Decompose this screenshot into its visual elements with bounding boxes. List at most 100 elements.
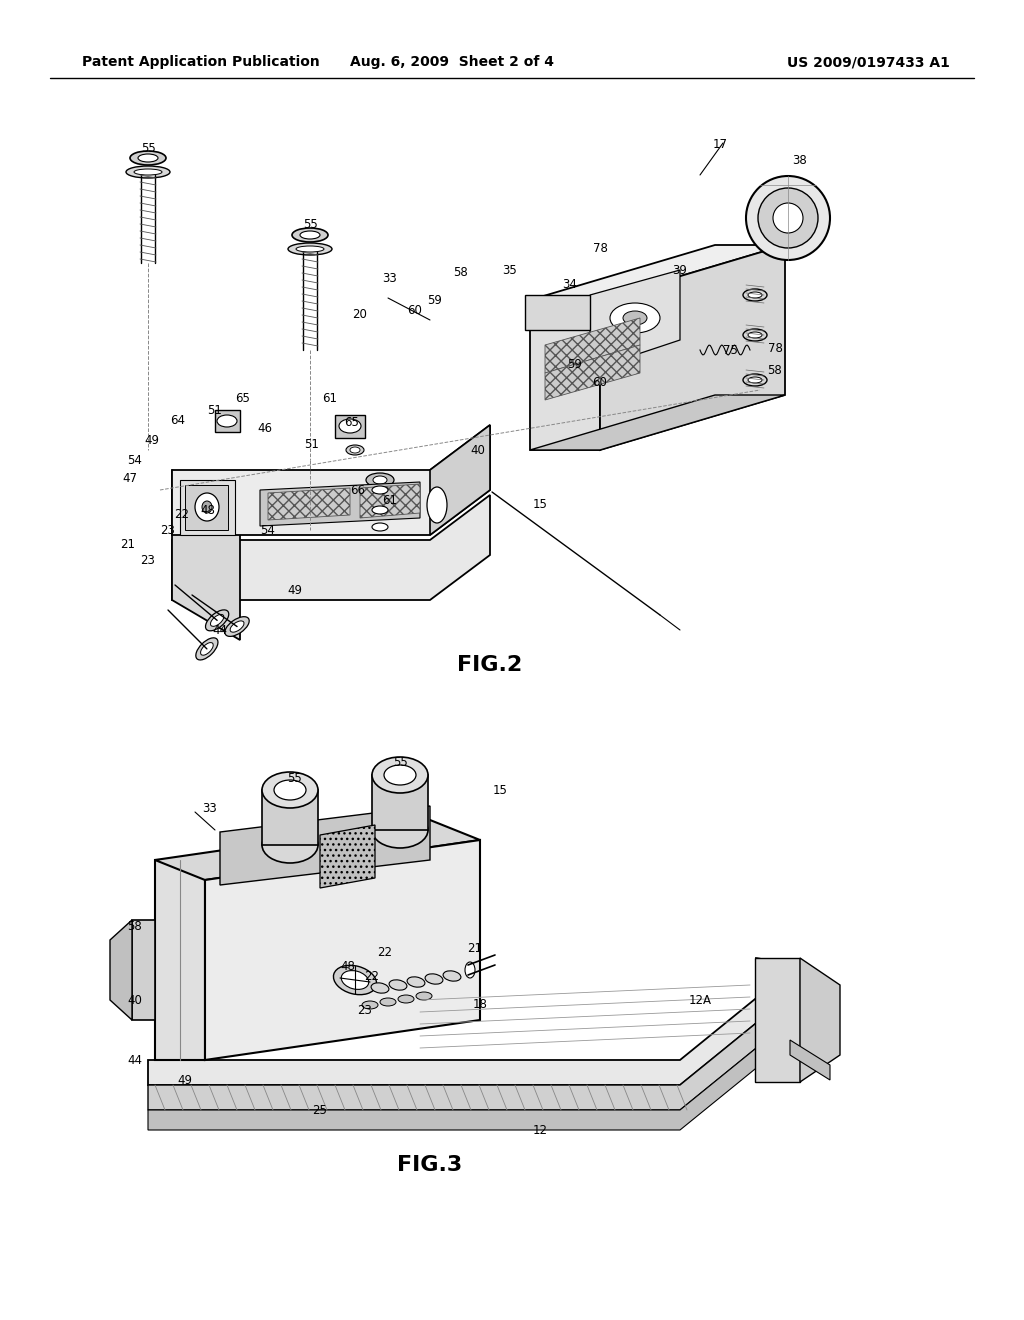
Polygon shape bbox=[530, 246, 785, 300]
Text: 54: 54 bbox=[128, 454, 142, 466]
Ellipse shape bbox=[743, 329, 767, 341]
Ellipse shape bbox=[398, 995, 414, 1003]
Text: 22: 22 bbox=[378, 945, 392, 958]
Text: 23: 23 bbox=[161, 524, 175, 536]
Ellipse shape bbox=[610, 304, 660, 333]
Text: 40: 40 bbox=[128, 994, 142, 1006]
Text: US 2009/0197433 A1: US 2009/0197433 A1 bbox=[787, 55, 950, 69]
Ellipse shape bbox=[262, 828, 318, 863]
Text: 18: 18 bbox=[472, 998, 487, 1011]
Ellipse shape bbox=[217, 414, 237, 426]
Ellipse shape bbox=[623, 312, 647, 325]
Polygon shape bbox=[148, 995, 760, 1085]
Ellipse shape bbox=[134, 169, 162, 176]
Ellipse shape bbox=[130, 150, 166, 165]
Polygon shape bbox=[185, 484, 228, 531]
Text: 61: 61 bbox=[383, 494, 397, 507]
Ellipse shape bbox=[748, 333, 762, 338]
Text: 44: 44 bbox=[213, 623, 227, 636]
Polygon shape bbox=[260, 482, 420, 525]
Ellipse shape bbox=[371, 983, 389, 993]
Text: 58: 58 bbox=[128, 920, 142, 932]
Polygon shape bbox=[545, 345, 640, 400]
Ellipse shape bbox=[372, 523, 388, 531]
Ellipse shape bbox=[443, 970, 461, 981]
Text: 65: 65 bbox=[236, 392, 251, 404]
Text: 21: 21 bbox=[121, 539, 135, 552]
Ellipse shape bbox=[350, 447, 360, 453]
Text: 20: 20 bbox=[352, 309, 368, 322]
Text: FIG.3: FIG.3 bbox=[397, 1155, 463, 1175]
Text: 22: 22 bbox=[174, 508, 189, 521]
Ellipse shape bbox=[389, 979, 407, 990]
Polygon shape bbox=[800, 958, 840, 1082]
Polygon shape bbox=[132, 920, 155, 1020]
Polygon shape bbox=[148, 1020, 760, 1110]
Polygon shape bbox=[172, 470, 240, 640]
Ellipse shape bbox=[416, 993, 432, 1001]
Polygon shape bbox=[172, 495, 490, 601]
Ellipse shape bbox=[465, 962, 475, 978]
Text: Aug. 6, 2009  Sheet 2 of 4: Aug. 6, 2009 Sheet 2 of 4 bbox=[350, 55, 554, 69]
Text: 58: 58 bbox=[768, 363, 782, 376]
Polygon shape bbox=[545, 318, 640, 374]
Ellipse shape bbox=[746, 176, 830, 260]
Ellipse shape bbox=[334, 965, 377, 995]
Ellipse shape bbox=[213, 491, 227, 499]
Text: 54: 54 bbox=[260, 524, 275, 536]
Text: 12A: 12A bbox=[688, 994, 712, 1006]
Text: 35: 35 bbox=[503, 264, 517, 276]
Ellipse shape bbox=[288, 243, 332, 255]
Ellipse shape bbox=[341, 970, 369, 990]
Ellipse shape bbox=[758, 187, 818, 248]
Polygon shape bbox=[180, 480, 234, 535]
Text: 65: 65 bbox=[344, 416, 359, 429]
Ellipse shape bbox=[372, 812, 428, 847]
Ellipse shape bbox=[126, 166, 170, 178]
Text: 22: 22 bbox=[365, 970, 380, 983]
Text: 17: 17 bbox=[713, 139, 727, 152]
Ellipse shape bbox=[195, 492, 219, 521]
Ellipse shape bbox=[743, 289, 767, 301]
Text: 55: 55 bbox=[303, 219, 317, 231]
Text: 25: 25 bbox=[312, 1104, 328, 1117]
Ellipse shape bbox=[339, 418, 361, 433]
Ellipse shape bbox=[372, 486, 388, 494]
Text: 78: 78 bbox=[768, 342, 782, 355]
Polygon shape bbox=[268, 488, 350, 520]
Polygon shape bbox=[600, 246, 785, 450]
Text: 23: 23 bbox=[140, 553, 156, 566]
Text: 23: 23 bbox=[357, 1003, 373, 1016]
Ellipse shape bbox=[425, 974, 443, 985]
Polygon shape bbox=[590, 271, 680, 370]
Ellipse shape bbox=[211, 614, 224, 626]
Ellipse shape bbox=[748, 378, 762, 383]
Text: 51: 51 bbox=[304, 438, 319, 451]
Text: 33: 33 bbox=[383, 272, 397, 285]
Ellipse shape bbox=[748, 292, 762, 298]
Text: 49: 49 bbox=[177, 1073, 193, 1086]
Text: 60: 60 bbox=[593, 375, 607, 388]
Polygon shape bbox=[148, 1045, 760, 1130]
Ellipse shape bbox=[230, 620, 244, 632]
Polygon shape bbox=[205, 840, 480, 1060]
Ellipse shape bbox=[202, 502, 212, 513]
Text: 61: 61 bbox=[323, 392, 338, 404]
Ellipse shape bbox=[373, 477, 387, 484]
Text: Patent Application Publication: Patent Application Publication bbox=[82, 55, 319, 69]
Polygon shape bbox=[215, 411, 240, 432]
Text: 78: 78 bbox=[593, 242, 607, 255]
Text: 21: 21 bbox=[468, 941, 482, 954]
Text: 59: 59 bbox=[567, 359, 583, 371]
Text: 38: 38 bbox=[793, 153, 807, 166]
Text: 48: 48 bbox=[201, 503, 215, 516]
Ellipse shape bbox=[300, 231, 319, 239]
Ellipse shape bbox=[206, 488, 234, 502]
Polygon shape bbox=[755, 958, 800, 1082]
Text: 51: 51 bbox=[208, 404, 222, 417]
Text: 60: 60 bbox=[408, 304, 423, 317]
Ellipse shape bbox=[366, 473, 394, 487]
Polygon shape bbox=[360, 484, 420, 517]
Ellipse shape bbox=[372, 506, 388, 513]
Ellipse shape bbox=[346, 445, 364, 455]
